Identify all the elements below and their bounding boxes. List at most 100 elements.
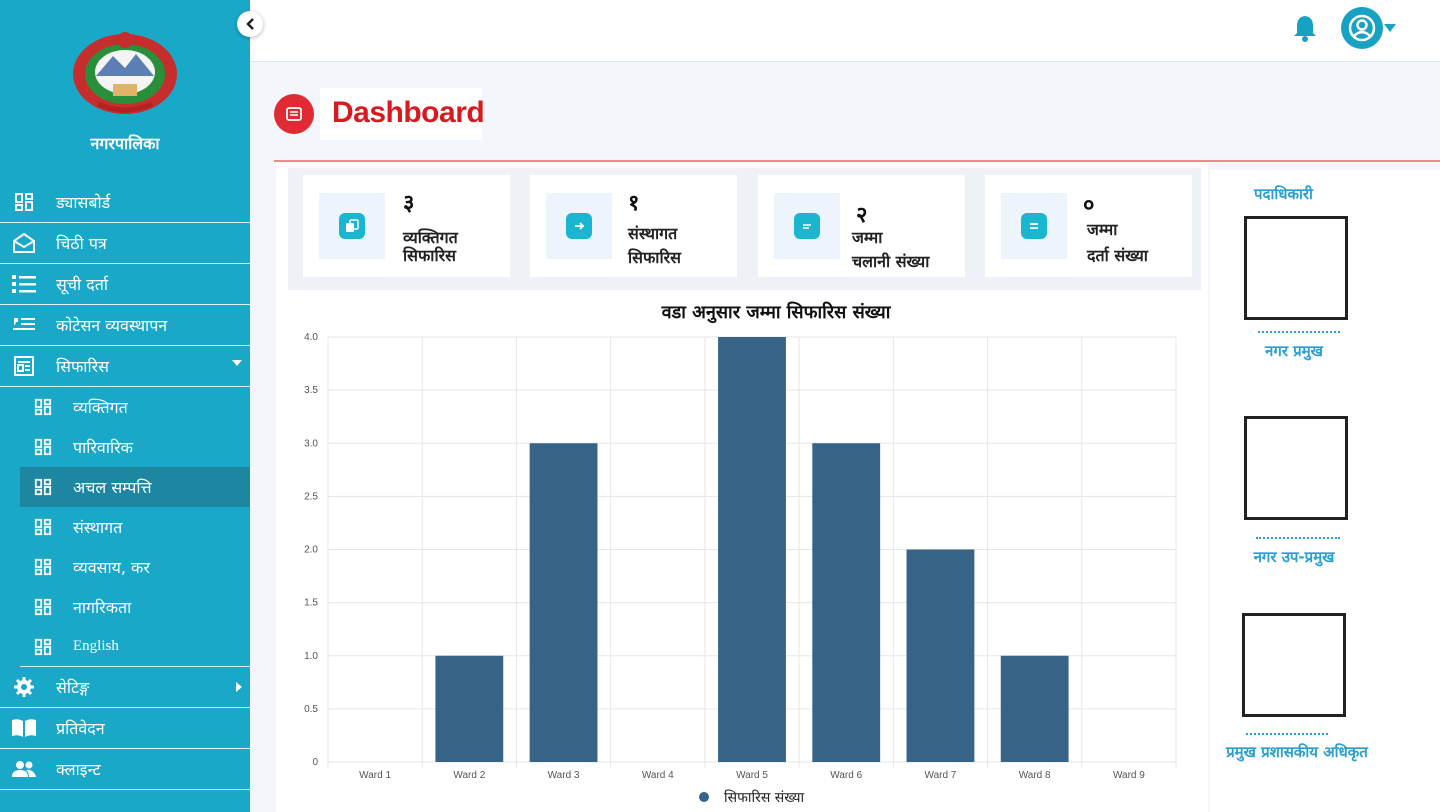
- sidebar-subitem-institutional[interactable]: संस्थागत: [20, 507, 250, 547]
- stats-row: ३ व्यक्तिगत सिफारिस १ संस्थागत सिफारिस २…: [288, 168, 1201, 290]
- sidebar-item-clients[interactable]: क्लाइन्ट: [0, 749, 250, 790]
- sidebar: नगरपालिका ड्यासबोर्ड चिठी पत्र सूची दर्त…: [0, 0, 250, 812]
- caret-down-icon[interactable]: [1384, 24, 1396, 32]
- sidebar-subitem-label: संस्थागत: [73, 518, 123, 537]
- sidebar-subitem-label: अचल सम्पत्ति: [73, 478, 152, 497]
- sidebar-subitem-property[interactable]: अचल सम्पत्ति: [20, 467, 250, 507]
- sidebar-item-quotation[interactable]: कोटेसन व्यवस्थापन: [0, 305, 250, 346]
- stat-icon-box: [319, 193, 385, 259]
- stat-value: ०: [1083, 193, 1095, 218]
- file-text-icon: [794, 213, 820, 239]
- ward-bar-chart: 0 0.5 1.0 1.5 2.0 2.5 3.0 3.5 4.0 Ward 1 Ward 2 War…: [304, 332, 1177, 806]
- users-icon: [12, 757, 36, 781]
- page-title: Dashboard: [332, 96, 485, 129]
- title-divider: [274, 160, 1440, 162]
- nepal-emblem-logo: [73, 32, 177, 114]
- stat-value: ३: [403, 191, 415, 216]
- x-tick-label: Ward 2: [453, 770, 485, 781]
- grid-icon: [33, 437, 53, 457]
- file-lines-icon: [1021, 213, 1047, 239]
- sidebar-subitem-family[interactable]: पारिवारिक: [20, 427, 250, 467]
- sidebar-item-settings[interactable]: सेटिङ्ग: [0, 667, 250, 708]
- stat-card-registration: ० जम्मा दर्ता संख्या: [985, 175, 1192, 277]
- official-photo: [1242, 613, 1346, 717]
- chart-bar: [1000, 655, 1069, 762]
- stat-value: १: [628, 191, 640, 216]
- sidebar-item-letters[interactable]: चिठी पत्र: [0, 223, 250, 264]
- stat-icon-box: [774, 193, 840, 259]
- grid-icon: [12, 190, 36, 214]
- official-title: नगर उप-प्रमुख: [1253, 548, 1335, 566]
- dashboard-badge: [274, 94, 314, 134]
- y-tick-label: 2.0: [304, 545, 318, 556]
- chart-bar: [906, 549, 975, 762]
- sidebar-item-registry[interactable]: सूची दर्ता: [0, 264, 250, 305]
- sidebar-subitem-business-tax[interactable]: व्यवसाय, कर: [20, 547, 250, 587]
- grid-icon: [33, 557, 53, 577]
- sidebar-item-label: चिठी पत्र: [56, 234, 107, 253]
- signature-line: [1258, 331, 1340, 333]
- y-tick-label: 1.0: [304, 651, 318, 662]
- stat-value: २: [856, 203, 868, 228]
- official-title: नगर प्रमुख: [1265, 342, 1323, 360]
- stat-icon-box: [546, 193, 612, 259]
- officials-heading: पदाधिकारी: [1254, 185, 1313, 203]
- sidebar-item-dashboard[interactable]: ड्यासबोर्ड: [0, 182, 250, 223]
- chart-bar: [529, 443, 598, 762]
- y-tick-label: 2.5: [304, 491, 318, 502]
- sidebar-subitem-label: नागरिकता: [73, 598, 132, 617]
- grid-icon: [33, 517, 53, 537]
- bell-icon[interactable]: [1292, 14, 1318, 42]
- stat-card-institutional: १ संस्थागत सिफारिस: [530, 175, 737, 277]
- y-tick-label: 0.5: [304, 704, 318, 715]
- chart-title: वडा अनुसार जम्मा सिफारिस संख्या: [661, 302, 891, 323]
- sidebar-subitem-label: पारिवारिक: [73, 438, 133, 457]
- y-tick-label: 3.0: [304, 438, 318, 449]
- stat-icon-box: [1001, 193, 1067, 259]
- y-tick-label: 4.0: [304, 332, 318, 343]
- user-avatar-button[interactable]: [1341, 7, 1383, 49]
- grid-icon: [33, 637, 53, 657]
- x-tick-label: Ward 3: [548, 770, 580, 781]
- sidebar-item-reports[interactable]: प्रतिवेदन: [0, 708, 250, 749]
- sidebar-subitem-citizenship[interactable]: नागरिकता: [20, 587, 250, 627]
- sidebar-subitem-personal[interactable]: व्यक्तिगत: [20, 387, 250, 427]
- sidebar-subitem-label: व्यक्तिगत: [73, 398, 128, 417]
- official-title: प्रमुख प्रशासकीय अधिकृत: [1226, 743, 1368, 761]
- sidebar-subitem-label: व्यवसाय, कर: [73, 558, 150, 577]
- official-photo: [1244, 416, 1348, 520]
- x-tick-label: Ward 7: [925, 770, 957, 781]
- stat-label: जम्मा: [852, 228, 883, 247]
- stat-label: संस्थागत: [628, 224, 678, 243]
- sidebar-subitem-english[interactable]: English: [20, 627, 250, 667]
- y-tick-label: 3.5: [304, 385, 318, 396]
- y-tick-label: 0: [312, 757, 318, 768]
- signature-line: [1246, 733, 1328, 735]
- sidebar-nav: ड्यासबोर्ड चिठी पत्र सूची दर्ता कोटेसन व…: [0, 182, 250, 790]
- brand-name: नगरपालिका: [90, 134, 160, 153]
- page-title-box: [320, 88, 482, 140]
- topbar: [250, 0, 1440, 62]
- book-icon: [12, 716, 36, 740]
- x-tick-label: Ward 6: [830, 770, 862, 781]
- legend-marker: [699, 792, 709, 802]
- sidebar-item-recommendation[interactable]: सिफारिस: [0, 346, 250, 387]
- signature-line: [1256, 537, 1340, 539]
- x-tick-label: Ward 5: [736, 770, 768, 781]
- list-icon: [12, 272, 36, 296]
- user-circle-icon: [1348, 14, 1376, 42]
- grid-icon: [33, 477, 53, 497]
- sidebar-item-label: सूची दर्ता: [56, 275, 108, 294]
- sidebar-item-label: प्रतिवेदन: [56, 719, 105, 738]
- file-export-icon: [566, 213, 592, 239]
- x-tick-label: Ward 4: [642, 770, 674, 781]
- sidebar-item-label: सिफारिस: [56, 357, 109, 376]
- sidebar-subitem-label: English: [73, 638, 119, 654]
- stat-card-personal: ३ व्यक्तिगत सिफारिस: [303, 175, 510, 277]
- chart-bar: [812, 443, 881, 762]
- x-tick-label: Ward 1: [359, 770, 391, 781]
- sidebar-collapse-button[interactable]: [237, 11, 263, 37]
- stat-label: चलानी संख्या: [852, 252, 930, 271]
- grid-icon: [33, 597, 53, 617]
- copy-icon: [339, 213, 365, 239]
